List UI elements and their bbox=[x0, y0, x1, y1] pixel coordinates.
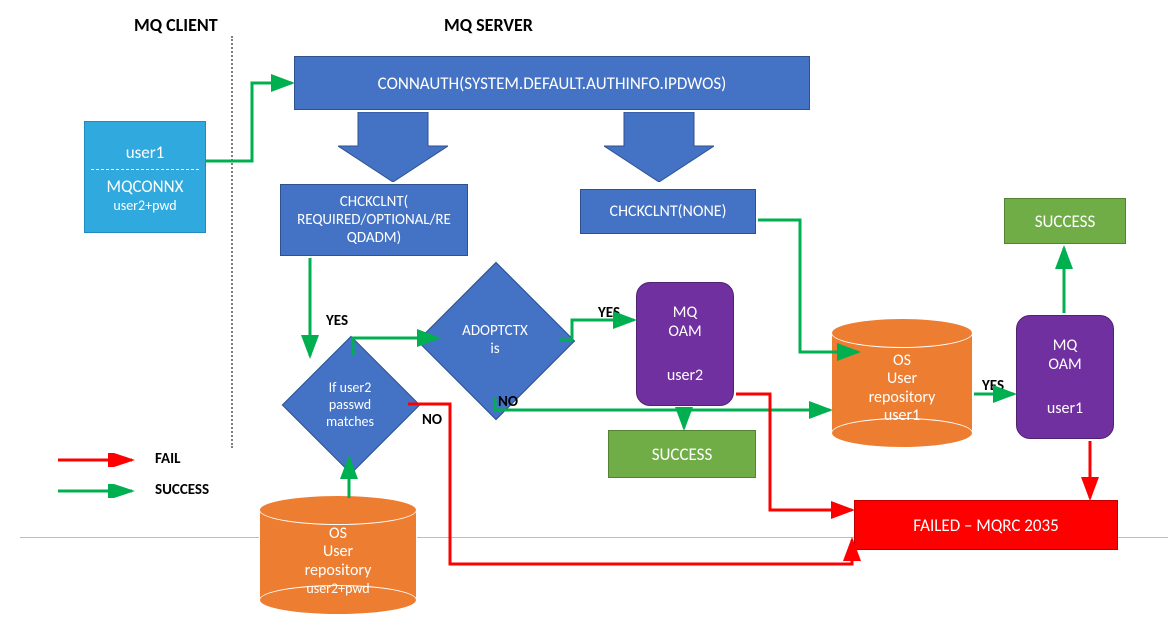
connectors bbox=[0, 0, 1168, 634]
